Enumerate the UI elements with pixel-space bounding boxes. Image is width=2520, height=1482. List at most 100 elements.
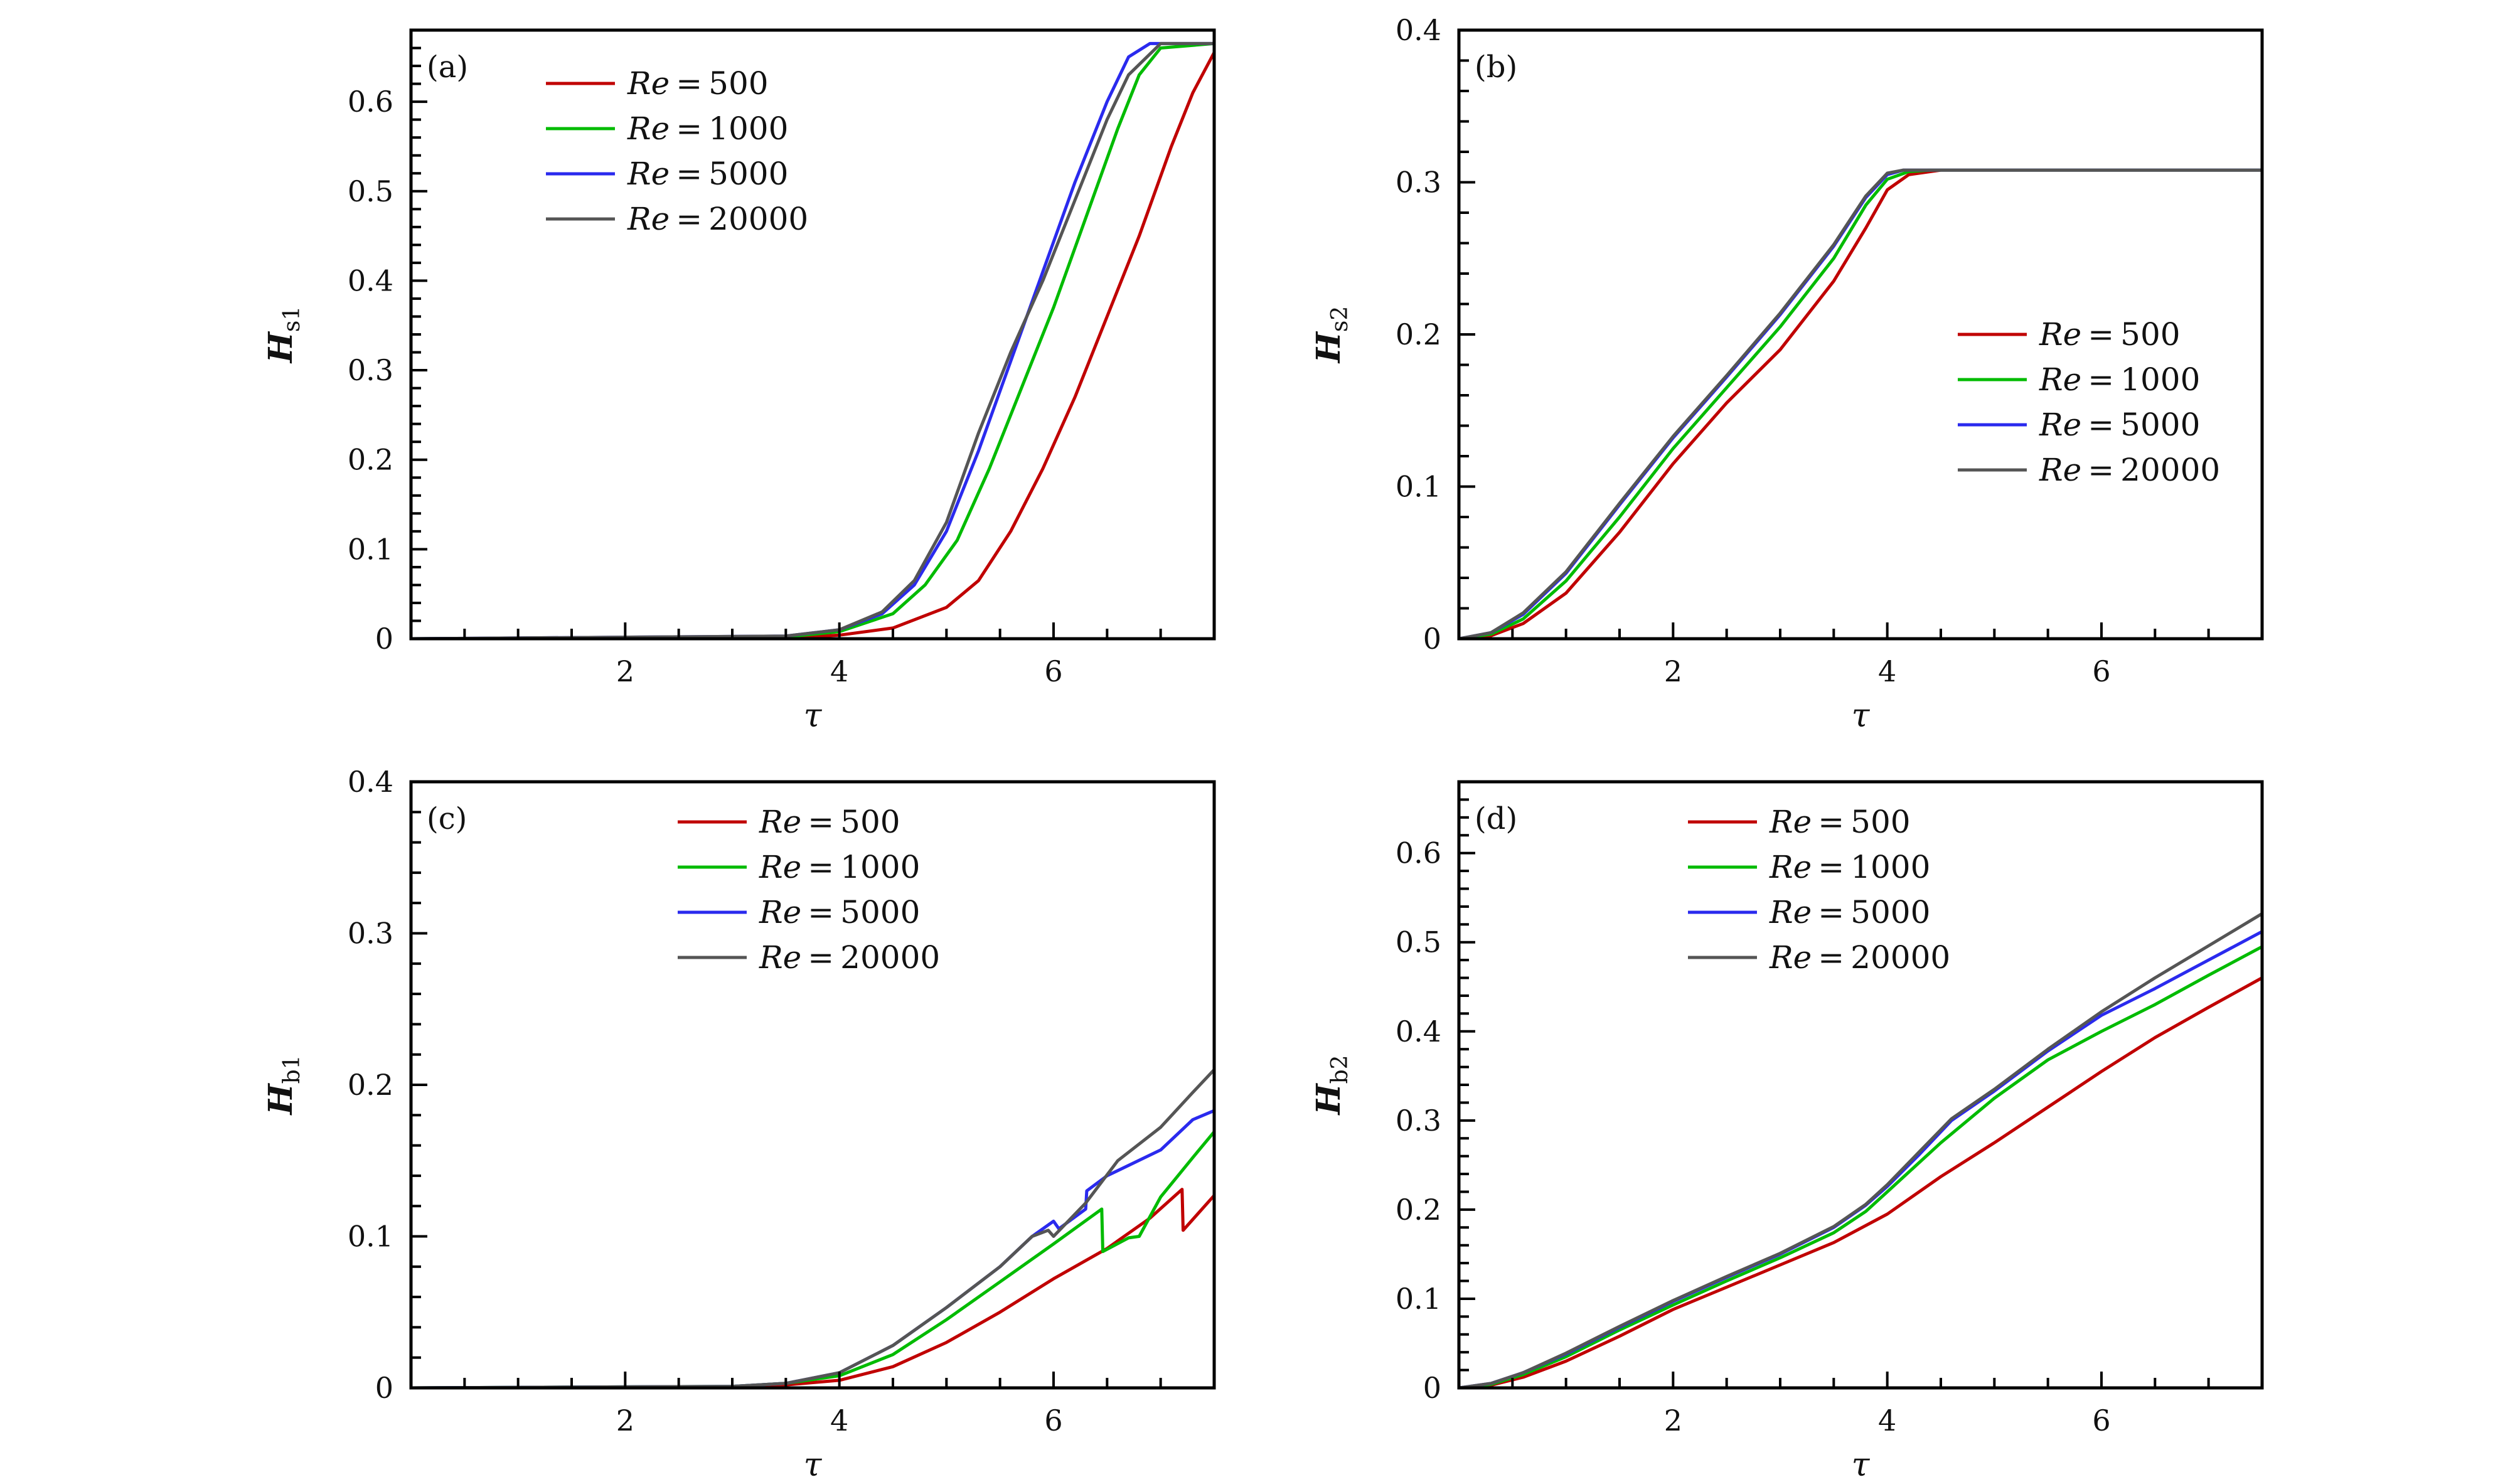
x-tick-label: 2 [616, 654, 634, 688]
y-tick-label: 0.2 [348, 443, 393, 477]
y-tick-label: 0.3 [1396, 166, 1441, 200]
x-tick-label: 4 [830, 1404, 848, 1437]
y-axis-label-main: H [262, 331, 300, 364]
legend-label-re-500: Re = 500 [759, 804, 900, 840]
panel-tag: (a) [427, 50, 468, 85]
series-line-re-500 [1459, 976, 2262, 1388]
y-tick-label: 0.4 [348, 765, 393, 799]
y-axis-label-main: H [1310, 331, 1348, 364]
legend-label-equals: = [808, 804, 834, 840]
legend-label-re-20000: Re = 20000 [759, 939, 940, 976]
series-lines [411, 41, 1214, 639]
panel-tag: (b) [1475, 50, 1517, 85]
legend-label-value: 1000 [1850, 849, 1930, 885]
y-tick-label: 0 [375, 622, 393, 656]
y-axis-label-subscript: s2 [1327, 306, 1353, 332]
y-axis-label: Hb2 [1310, 1055, 1353, 1116]
legend-label-equals: = [2088, 452, 2114, 488]
x-axis-label: τ [1852, 697, 1871, 735]
y-tick-label: 0 [1423, 622, 1441, 656]
series-line-re-500 [411, 1188, 1214, 1388]
legend-label-symbol: Re [2039, 407, 2081, 443]
legend-label-value: 1000 [2120, 361, 2200, 398]
y-axis-label-main: H [1310, 1083, 1348, 1116]
legend-label-value: 500 [840, 804, 900, 840]
legend-label-value: 5000 [1850, 894, 1930, 930]
y-tick-label: 0.6 [348, 85, 393, 119]
series-line-re-20000 [411, 1069, 1214, 1388]
series-lines [1459, 168, 2262, 639]
y-tick-label: 0.1 [348, 532, 393, 566]
series-line-re-500 [1459, 168, 2262, 639]
legend-label-value: 1000 [708, 110, 788, 147]
x-tick-label: 6 [1044, 1404, 1062, 1437]
legend-label-value: 500 [1850, 804, 1910, 840]
y-tick-label: 0.3 [348, 917, 393, 951]
legend-label-equals: = [676, 110, 702, 147]
y-tick-label: 0.6 [1396, 836, 1441, 870]
series-line-re-1000 [1459, 945, 2262, 1388]
y-tick-label: 0.3 [1396, 1104, 1441, 1138]
legend-label-equals: = [808, 894, 834, 930]
legend-label-value: 5000 [840, 894, 920, 930]
legend-label-equals: = [1818, 939, 1844, 976]
legend-label-equals: = [2088, 316, 2114, 353]
x-tick-label: 6 [1044, 654, 1062, 688]
legend-label-equals: = [676, 201, 702, 237]
x-tick-label: 2 [616, 1404, 634, 1437]
legend-label-equals: = [1818, 894, 1844, 930]
legend-label-re-20000: Re = 20000 [2039, 452, 2220, 488]
x-tick-label: 6 [2092, 1404, 2110, 1437]
legend-label-value: 500 [708, 65, 768, 102]
legend-label-symbol: Re [2039, 316, 2081, 353]
legend-label-value: 1000 [840, 849, 920, 885]
legend-label-re-1000: Re = 1000 [2039, 361, 2200, 398]
legend-label-symbol: Re [759, 894, 801, 930]
y-tick-label: 0.2 [1396, 317, 1441, 351]
y-axis-label: Hs2 [1310, 306, 1353, 365]
legend-label-equals: = [2088, 407, 2114, 443]
panel-tag: (d) [1475, 801, 1517, 836]
legend-label-re-1000: Re = 1000 [1769, 849, 1930, 885]
series-line-re-500 [411, 51, 1214, 639]
y-tick-label: 0.4 [1396, 13, 1441, 47]
panel-tag: (c) [427, 801, 467, 836]
x-axis-label: τ [804, 1446, 823, 1482]
legend-label-symbol: Re [1769, 939, 1812, 976]
legend-label-equals: = [2088, 361, 2114, 398]
y-axis-label-subscript: s1 [279, 306, 305, 332]
legend-label-re-500: Re = 500 [627, 65, 769, 102]
x-tick-label: 6 [2092, 654, 2110, 688]
x-tick-label: 4 [1878, 654, 1896, 688]
y-tick-label: 0.2 [1396, 1193, 1441, 1227]
plot-frame [409, 28, 1216, 641]
y-axis-label: Hs1 [262, 306, 305, 365]
y-tick-label: 0 [375, 1371, 393, 1405]
legend-label-symbol: Re [1769, 849, 1812, 885]
series-line-re-5000 [411, 1109, 1214, 1388]
legend-label-symbol: Re [1769, 894, 1812, 930]
legend-label-equals: = [676, 65, 702, 102]
legend-label-symbol: Re [627, 65, 670, 102]
y-tick-label: 0.1 [1396, 470, 1441, 504]
series-line-re-1000 [1459, 168, 2262, 639]
y-axis-label-subscript: b1 [279, 1055, 305, 1084]
legend-label-value: 20000 [2120, 452, 2220, 488]
legend-label-symbol: Re [759, 849, 801, 885]
series-line-re-20000 [1459, 168, 2262, 639]
series-line-re-1000 [411, 41, 1214, 639]
series-lines [1459, 912, 2262, 1388]
y-tick-label: 0.4 [1396, 1015, 1441, 1048]
series-line-re-5000 [411, 41, 1214, 639]
legend-label-symbol: Re [627, 156, 670, 192]
legend-label-re-1000: Re = 1000 [759, 849, 920, 885]
series-line-re-5000 [1459, 930, 2262, 1388]
